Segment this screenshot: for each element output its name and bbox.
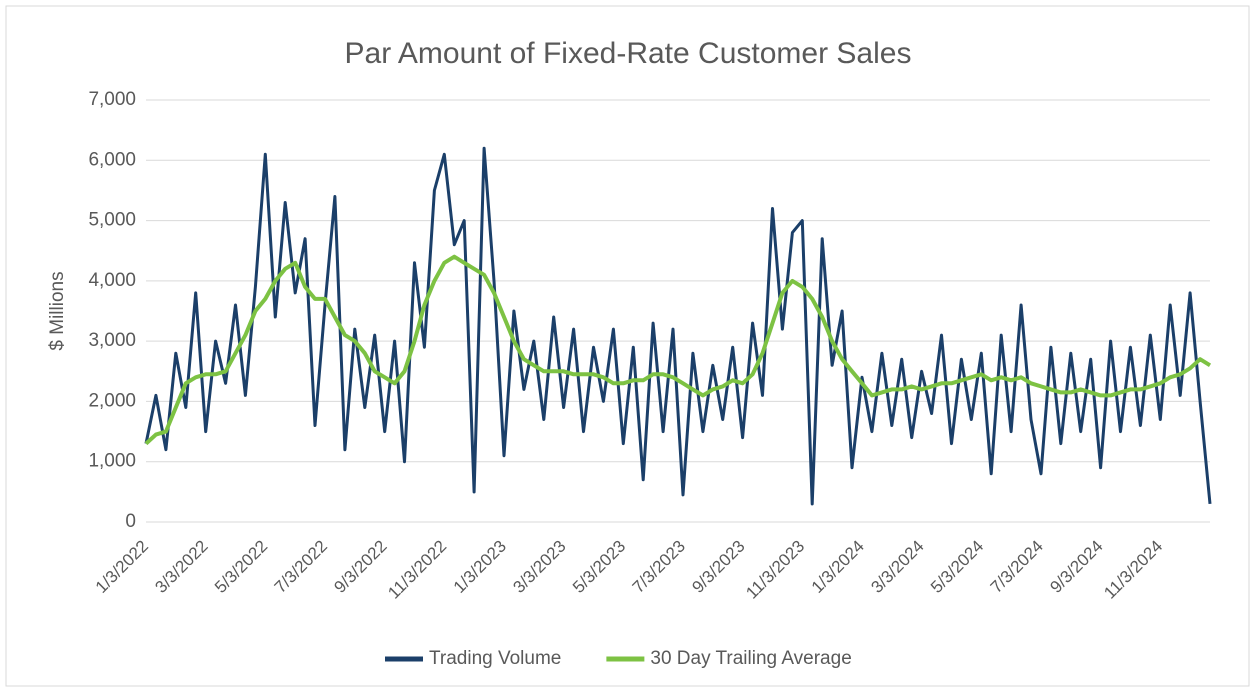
- y-tick-label: 4,000: [88, 270, 136, 291]
- y-axis-label: $ Millions: [47, 271, 68, 350]
- series-line: [144, 146, 1212, 506]
- y-tick-label: 2,000: [88, 390, 136, 411]
- series-line: [144, 254, 1212, 446]
- chart-frame: [5, 5, 1250, 687]
- y-tick-label: 3,000: [88, 330, 136, 351]
- y-tick-label: 0: [125, 511, 136, 532]
- legend-label: Trading Volume: [429, 648, 561, 669]
- legend-label: 30 Day Trailing Average: [650, 648, 851, 669]
- y-tick-label: 5,000: [88, 210, 136, 231]
- y-tick-label: 1,000: [88, 451, 136, 472]
- y-tick-label: 6,000: [88, 149, 136, 170]
- chart-title: Par Amount of Fixed-Rate Customer Sales: [345, 37, 912, 70]
- y-tick-label: 7,000: [88, 89, 136, 110]
